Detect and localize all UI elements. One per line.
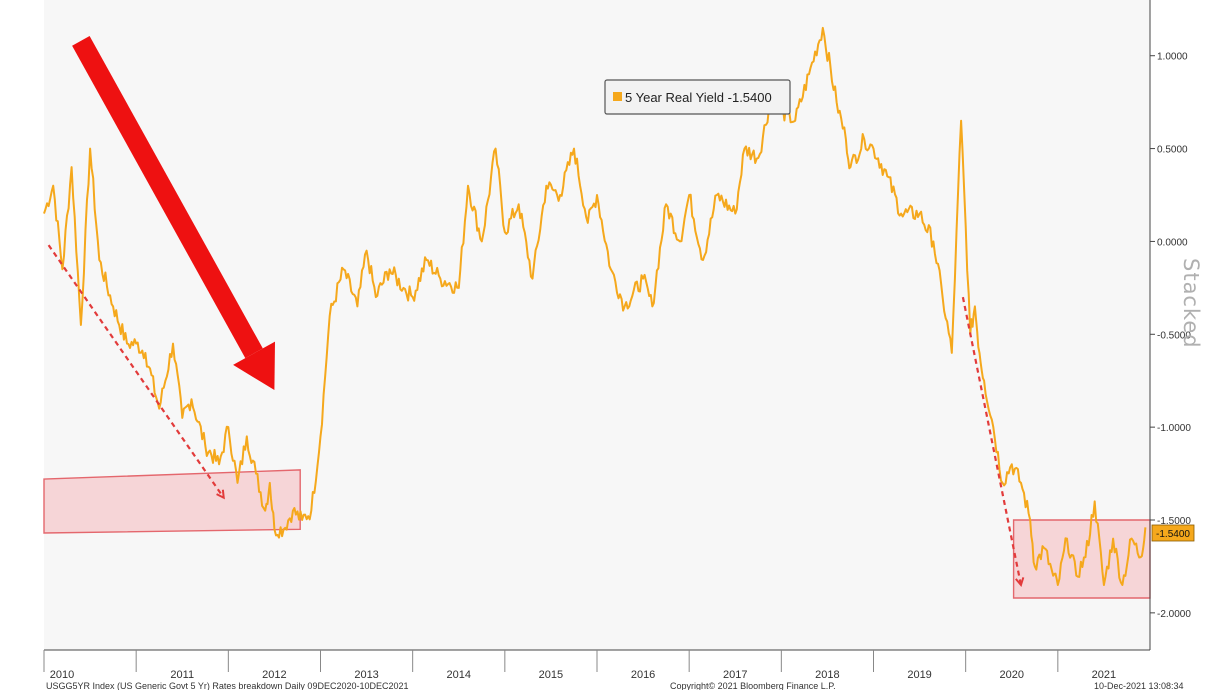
legend-swatch [613, 92, 622, 101]
y-tick-label: -2.0000 [1157, 609, 1191, 620]
x-tick-label: 2015 [539, 669, 563, 681]
plot-area [44, 0, 1150, 650]
x-tick-label: 2019 [907, 669, 931, 681]
x-tick-label: 2017 [723, 669, 747, 681]
x-tick-label: 2011 [170, 669, 194, 681]
red-arrow-shaft [72, 36, 263, 359]
red-arrow-head [233, 341, 275, 390]
highlight-box-1 [43, 469, 301, 534]
y-tick-label: -0.5000 [1157, 330, 1191, 341]
y-tick-label: -1.0000 [1157, 423, 1191, 434]
footer-right: 10-Dec-2021 13:08:34 [1094, 681, 1184, 690]
y-tick-label: 0.0000 [1157, 237, 1188, 248]
legend: 5 Year Real Yield -1.5400 [604, 79, 791, 115]
x-tick-label: 2021 [1092, 669, 1116, 681]
trend-lines [47, 244, 1025, 588]
legend-box [604, 79, 791, 115]
series-line-1 [43, 26, 1147, 586]
x-axis: 2010 2011 2012 2013 2014 2015 2016 2017 2018 2019… [43, 649, 1150, 681]
trend-line-2 [961, 296, 1023, 586]
x-tick-label: 2010 [50, 669, 74, 681]
x-tick-label: 2020 [1000, 669, 1024, 681]
arrow-group [72, 36, 275, 390]
x-tick-label: 2018 [815, 669, 839, 681]
last-value-box [1151, 524, 1195, 542]
x-tick-label: 2014 [447, 669, 471, 681]
y-tick-label: 1.0000 [1157, 52, 1188, 63]
last-value-tag: -1.5400 [1151, 524, 1195, 542]
y-tick-label: -1.5000 [1157, 516, 1191, 527]
footer-left: USGG5YR Index (US Generic Govt 5 Yr) Rat… [46, 681, 409, 690]
highlight-boxes [43, 469, 1151, 599]
trend-line-1 [47, 244, 225, 499]
x-tick-label: 2016 [631, 669, 655, 681]
trend-arrowhead-2 [1015, 577, 1025, 588]
trend-arrowhead-1 [216, 489, 225, 500]
y-tick-label: 0.5000 [1157, 145, 1188, 156]
y-axis: 1.0000 0.5000 0.0000 -0.5000 -1.0000 -1.5000 -… [1149, 0, 1191, 650]
series-group [43, 26, 1147, 586]
x-tick-label: 2013 [354, 669, 378, 681]
watermark: Stacked [1179, 258, 1203, 349]
legend-label: 5 Year Real Yield -1.5400 [625, 90, 772, 105]
footer-center: Copyright© 2021 Bloomberg Finance L.P. [670, 681, 836, 690]
last-value-label: -1.5400 [1156, 529, 1190, 540]
x-tick-label: 2012 [262, 669, 286, 681]
